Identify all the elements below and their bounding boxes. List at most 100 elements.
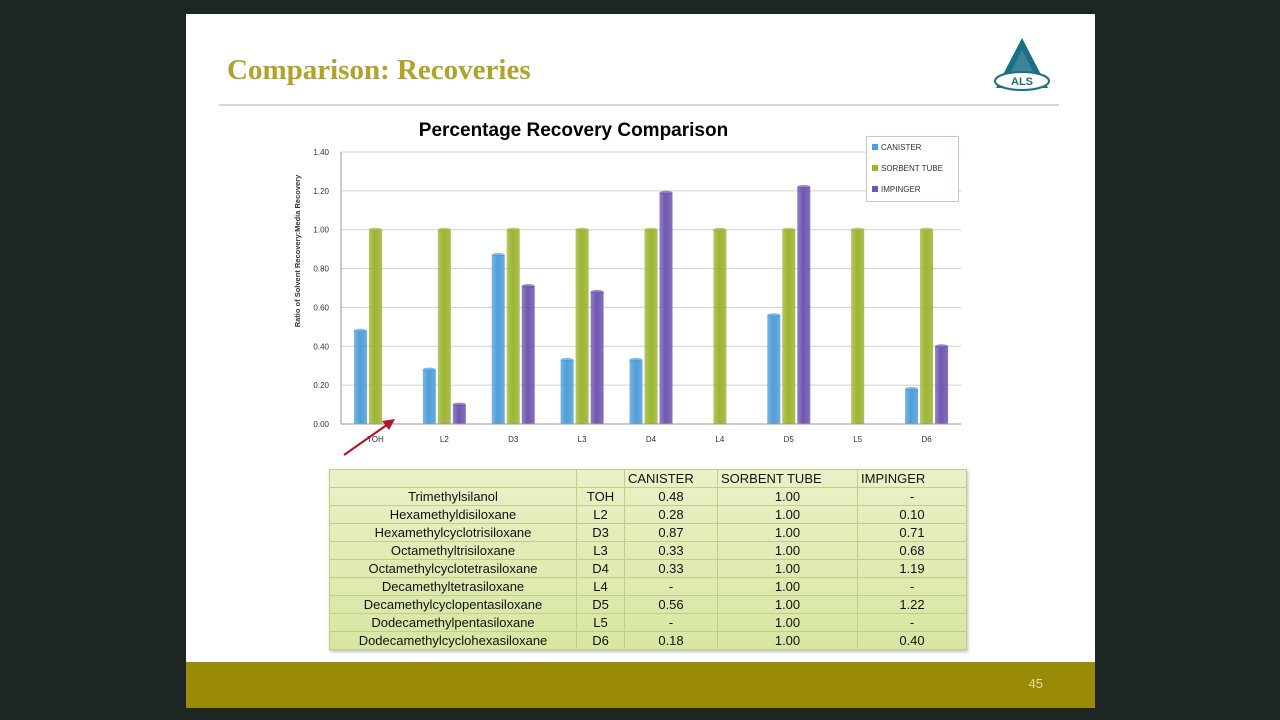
table-row: Dodecamethylcyclohexasiloxane D6 0.18 1.00 0… — [329, 631, 967, 650]
table-row: Decamethyltetrasiloxane L4-1.00- — [329, 577, 967, 596]
y-tick-label: 1.40 — [313, 148, 329, 157]
legend-swatch-icon — [872, 165, 878, 171]
bar-sorbent-tube-l4 — [713, 229, 727, 424]
logo-text: ALS — [1011, 76, 1033, 88]
y-tick-label: 0.20 — [313, 381, 329, 390]
x-tick-label: D6 — [921, 435, 932, 444]
table-cell: Decamethyltetrasiloxane — [329, 577, 577, 596]
bar-canister-d6 — [905, 389, 919, 424]
bar-chart: 0.00 0.20 0.40 0.60 0.80 1.00 1.20 1.40 TOH L2 D3 L… — [313, 148, 961, 456]
x-tick-label: L2 — [440, 435, 449, 444]
recovery-table: CANISTER SORBENT TUBE IMPINGER Trimethyl… — [329, 469, 967, 650]
footer-bar — [186, 662, 1095, 708]
bar-cap — [782, 227, 796, 232]
bar-impinger-d6 — [935, 346, 949, 424]
legend-label: IMPINGER — [881, 185, 921, 194]
table-cell: 0.56 — [624, 595, 718, 614]
x-tick-label: TOH — [367, 435, 384, 444]
bar-sorbent-tube-l2 — [437, 229, 451, 424]
arrow-head-icon — [382, 419, 395, 430]
bar-cap — [560, 357, 574, 362]
bar-canister-l3 — [560, 359, 574, 424]
table-cell: 1.00 — [717, 505, 858, 524]
bar-cap — [767, 313, 781, 318]
table-header-row: CANISTER SORBENT TUBE IMPINGER — [329, 469, 967, 488]
bar-canister-d4 — [629, 359, 643, 424]
y-tick-label: 0.40 — [313, 342, 329, 351]
table-cell: 1.00 — [717, 577, 858, 596]
table-cell: - — [624, 613, 718, 632]
bar-sorbent-tube-d6 — [920, 229, 934, 424]
legend-label: CANISTER — [881, 143, 922, 152]
table-row: Hexamethyldisiloxane L2 0.28 1.00 0.10 — [329, 505, 967, 524]
table-header-cell — [576, 469, 625, 488]
table-cell: 0.28 — [624, 505, 718, 524]
x-tick-label: L3 — [578, 435, 587, 444]
table-row: Hexamethylcyclotrisiloxane D3 0.87 1.00 0.71 — [329, 523, 967, 542]
legend-item-impinger: IMPINGER — [872, 183, 958, 204]
table-header-cell — [329, 469, 577, 488]
table-cell: D6 — [576, 631, 625, 650]
table-cell: 1.00 — [717, 541, 858, 560]
y-axis-label: Ratio of Solvent Recovery:Media Recovery — [293, 174, 302, 328]
bar-impinger-l3 — [590, 291, 604, 424]
bar-sorbent-tube-d5 — [782, 229, 796, 424]
bar-impinger-l2 — [452, 404, 466, 424]
bar-impinger-d5 — [797, 186, 811, 424]
y-tick-label: 0.80 — [313, 265, 329, 274]
table-cell: L2 — [576, 505, 625, 524]
bar-impinger-d3 — [521, 286, 535, 424]
table-cell: D4 — [576, 559, 625, 578]
table-cell: 1.00 — [717, 487, 858, 506]
table-cell: 0.33 — [624, 559, 718, 578]
table-cell: Hexamethylcyclotrisiloxane — [329, 523, 577, 542]
y-tick-label: 0.60 — [313, 303, 329, 312]
table-cell: 0.48 — [624, 487, 718, 506]
bar-canister-d3 — [491, 254, 505, 424]
x-tick-label: D5 — [784, 435, 795, 444]
bar-cap — [935, 344, 949, 349]
table-row: Decamethylcyclopentasiloxane D5 0.56 1.00 1.… — [329, 595, 967, 614]
bar-canister-l2 — [422, 369, 436, 424]
table-cell: 1.00 — [717, 631, 858, 650]
bar-sorbent-tube-l5 — [851, 229, 865, 424]
legend-swatch-icon — [872, 144, 878, 150]
table-cell: TOH — [576, 487, 625, 506]
table-cell: - — [857, 613, 967, 632]
table-cell: L4 — [576, 577, 625, 596]
bar-cap — [797, 184, 811, 189]
table-cell: D3 — [576, 523, 625, 542]
y-tick-label: 0.00 — [313, 420, 329, 429]
table-cell: 1.22 — [857, 595, 967, 614]
bar-cap — [905, 387, 919, 392]
bar-sorbent-tube-l3 — [575, 229, 589, 424]
table-cell: Octamethyltrisiloxane — [329, 541, 577, 560]
table-cell: Dodecamethylcyclohexasiloxane — [329, 631, 577, 650]
bar-sorbent-tube-d4 — [644, 229, 658, 424]
table-cell: 1.00 — [717, 613, 858, 632]
als-logo: ALS — [994, 38, 1050, 91]
bar-cap — [713, 227, 727, 232]
bar-cap — [353, 328, 367, 333]
table-cell: 0.68 — [857, 541, 967, 560]
table-cell: - — [857, 487, 967, 506]
table-cell: Decamethylcyclopentasiloxane — [329, 595, 577, 614]
axis-layer: 0.00 0.20 0.40 0.60 0.80 1.00 1.20 1.40 TOH L2 D3 L… — [313, 148, 961, 444]
bars-layer — [353, 184, 949, 424]
table-cell: D5 — [576, 595, 625, 614]
y-tick-label: 1.00 — [313, 226, 329, 235]
table-row: Dodecamethylpentasiloxane L5-1.00- — [329, 613, 967, 632]
bar-cap — [491, 252, 505, 257]
table-cell: 1.00 — [717, 559, 858, 578]
table-cell: L3 — [576, 541, 625, 560]
page-number: 45 — [1028, 676, 1043, 691]
slide: Comparison: Recoveries ALS Percentage Re… — [186, 14, 1095, 708]
table-cell: Hexamethyldisiloxane — [329, 505, 577, 524]
bar-cap — [629, 357, 643, 362]
bar-canister-d5 — [767, 315, 781, 424]
table-header-cell: CANISTER — [624, 469, 718, 488]
table-row: Trimethylsilanol TOH 0.48 1.00- — [329, 487, 967, 506]
bar-cap — [590, 289, 604, 294]
x-tick-label: D3 — [508, 435, 519, 444]
legend-item-canister: CANISTER — [872, 141, 958, 162]
